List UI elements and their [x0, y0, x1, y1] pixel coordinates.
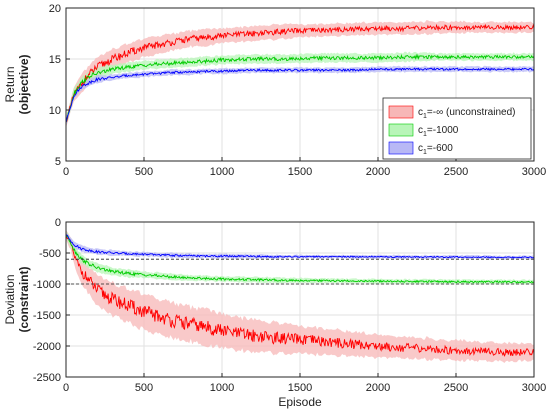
y-tick-label: -2500	[33, 372, 61, 384]
series-line	[65, 234, 535, 259]
legend-swatch	[388, 123, 414, 137]
series-line	[65, 23, 535, 122]
series-band	[66, 231, 534, 286]
x-tick-label: 1000	[210, 382, 234, 394]
x-tick-label: 2000	[366, 166, 390, 178]
x-tick-label: 500	[135, 382, 153, 394]
x-tick-label: 3000	[522, 382, 546, 394]
x-tick-label: 500	[135, 166, 153, 178]
x-tick-label: 3000	[522, 166, 546, 178]
y-tick-label: 15	[49, 54, 61, 66]
series-line	[65, 233, 535, 357]
x-tick-label: 0	[63, 382, 69, 394]
y-tick-label: -2000	[33, 341, 61, 353]
series-band	[66, 51, 534, 126]
y-axis-subtitle: (constraint)	[17, 266, 31, 332]
y-axis-subtitle: (objective)	[17, 54, 31, 114]
series-band	[66, 230, 534, 363]
legend-label: c1=-1000	[418, 125, 459, 138]
series-line	[65, 53, 535, 123]
x-tick-label: 2500	[444, 166, 468, 178]
return-plot: 0 500 1000 1500 2000 2500 3000 5 10 15 20 Return (ob…	[3, 3, 546, 178]
legend: c1=-∞ (unconstrained) c1=-1000 c1=-600	[382, 97, 532, 160]
series-line	[65, 67, 535, 123]
legend-swatch	[388, 141, 414, 155]
x-tick-label: 2500	[444, 382, 468, 394]
legend-swatch	[388, 105, 414, 119]
legend-label: c1=-600	[418, 143, 453, 156]
legend-label: c1=-∞ (unconstrained)	[418, 107, 515, 120]
y-axis-title: Deviation	[3, 274, 17, 324]
x-tick-label: 2000	[366, 382, 390, 394]
y-tick-label: 5	[55, 156, 61, 168]
x-tick-label: 0	[63, 166, 69, 178]
y-tick-label: -500	[39, 248, 61, 260]
series-band	[66, 20, 534, 128]
series-line	[65, 234, 535, 284]
deviation-plot: 0 500 1000 1500 2000 2500 3000 -2500 -2000 -1500 -…	[3, 217, 546, 409]
y-tick-label: -1500	[33, 310, 61, 322]
x-tick-label: 1500	[288, 166, 312, 178]
y-tick-label: 0	[55, 217, 61, 229]
x-tick-label: 1000	[210, 166, 234, 178]
y-tick-label: 20	[49, 3, 61, 15]
x-tick-label: 1500	[288, 382, 312, 394]
y-tick-label: -1000	[33, 279, 61, 291]
x-axis-title: Episode	[278, 395, 322, 409]
y-tick-label: 10	[49, 105, 61, 117]
y-axis-title: Return	[3, 66, 17, 102]
